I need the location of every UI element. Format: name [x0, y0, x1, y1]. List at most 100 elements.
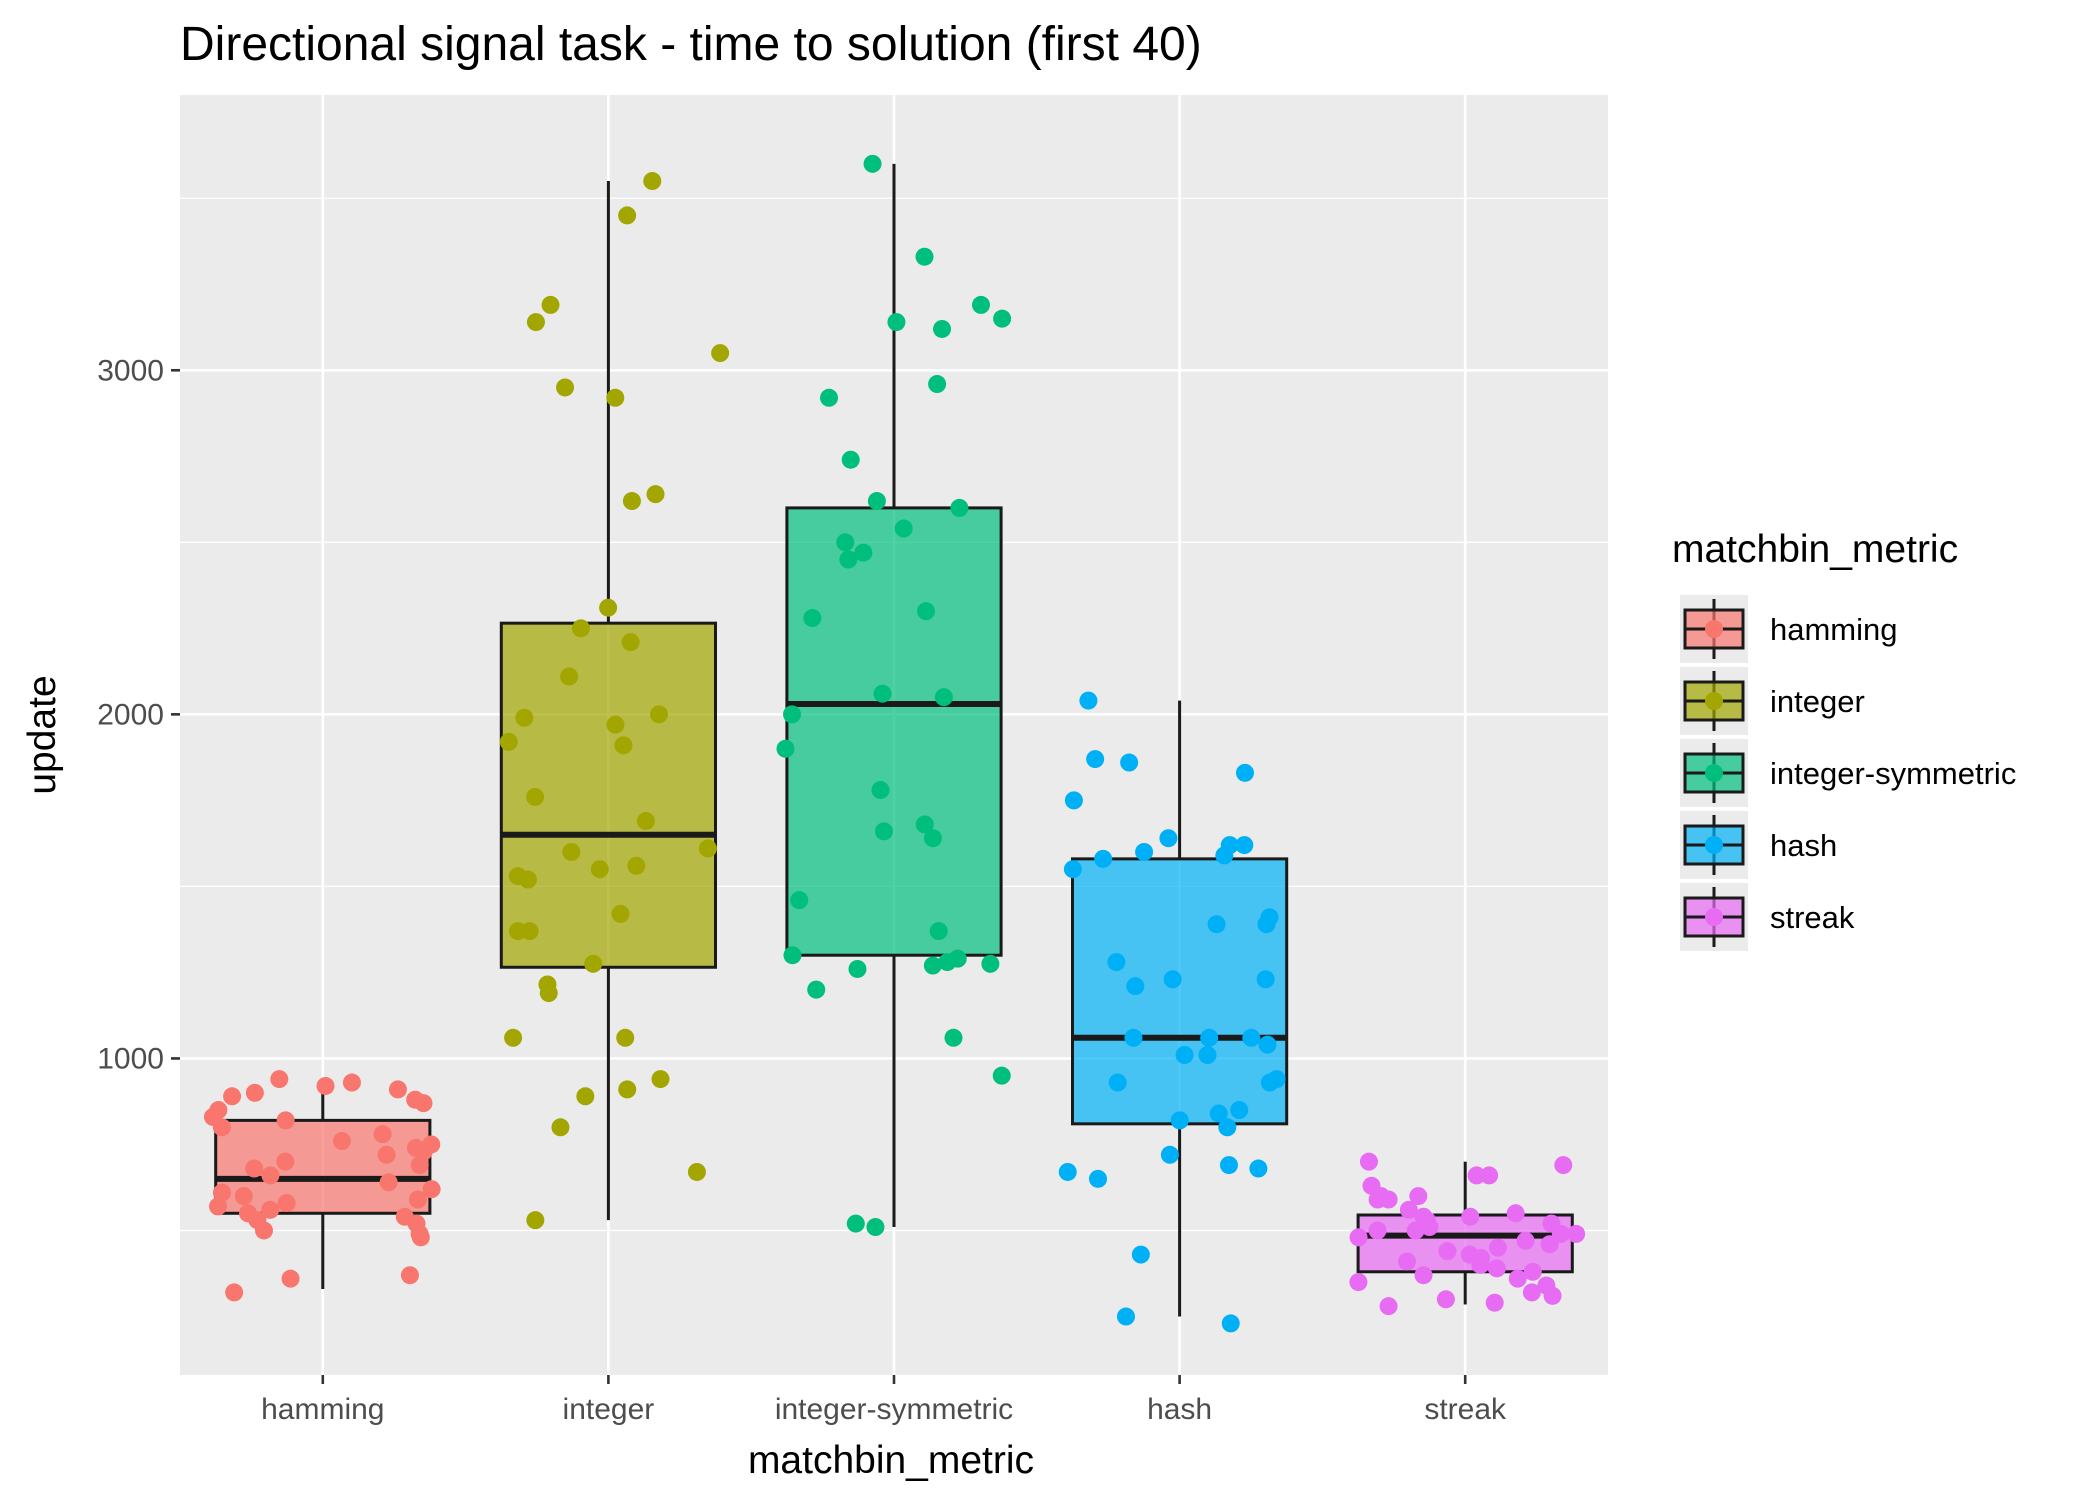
points-hamming	[203, 1070, 441, 1302]
data-point	[541, 295, 560, 314]
data-point	[1508, 1269, 1527, 1288]
x-tick-label: integer-symmetric	[775, 1393, 1013, 1426]
y-tick-label: 2000	[97, 698, 164, 731]
data-point	[1120, 753, 1139, 772]
data-point	[807, 980, 826, 999]
data-point	[1406, 1221, 1425, 1240]
data-point	[1126, 977, 1145, 996]
data-point	[1230, 1101, 1249, 1120]
data-point	[643, 172, 662, 191]
data-point	[254, 1221, 273, 1240]
data-point	[379, 1173, 398, 1192]
points-integer	[499, 172, 730, 1230]
data-point	[245, 1083, 264, 1102]
chart-title: Directional signal task - time to soluti…	[180, 18, 1202, 71]
data-point	[1124, 1028, 1143, 1047]
data-point	[1368, 1221, 1387, 1240]
data-point	[539, 984, 558, 1003]
data-point	[863, 154, 882, 173]
data-point	[820, 388, 839, 407]
data-point	[866, 1218, 885, 1237]
data-point	[342, 1073, 361, 1092]
data-point	[414, 1142, 433, 1161]
box-iqr	[1071, 857, 1289, 1126]
data-point	[1108, 1073, 1127, 1092]
data-point	[526, 313, 545, 332]
data-point	[1540, 1235, 1559, 1254]
data-point	[1198, 1046, 1217, 1064]
data-point	[1175, 1046, 1194, 1064]
data-point	[209, 1197, 228, 1216]
data-point	[846, 1214, 865, 1233]
data-point	[783, 705, 802, 724]
data-point	[992, 1066, 1011, 1085]
data-point	[854, 543, 873, 562]
data-point	[584, 954, 603, 973]
y-axis: 1000 2000 3000	[97, 354, 180, 1075]
data-point	[803, 609, 822, 628]
data-point	[1064, 791, 1083, 810]
legend-title: matchbin_metric	[1672, 528, 1958, 571]
box-iqr	[785, 506, 1003, 957]
data-point	[1257, 915, 1276, 934]
x-tick-label: streak	[1424, 1393, 1507, 1426]
data-point	[611, 904, 630, 923]
data-point	[606, 388, 625, 407]
data-point	[400, 1266, 419, 1285]
data-point	[1420, 1218, 1439, 1237]
data-point	[504, 1028, 523, 1047]
data-point	[1209, 1104, 1228, 1123]
data-point	[618, 206, 637, 225]
data-point	[526, 1211, 545, 1230]
data-point	[1506, 1204, 1525, 1223]
data-point	[518, 870, 537, 889]
data-point	[839, 550, 858, 569]
data-point	[377, 1145, 396, 1164]
data-point	[1160, 1145, 1179, 1164]
box-integer-symmetric	[785, 163, 1003, 1228]
data-point	[616, 1028, 635, 1047]
points-integer-symmetric	[776, 154, 1012, 1237]
data-point	[790, 891, 809, 910]
data-point	[1170, 1111, 1189, 1130]
data-point	[1461, 1207, 1480, 1226]
data-point	[276, 1111, 295, 1130]
data-point	[1215, 846, 1234, 865]
data-point	[560, 667, 579, 686]
legend-label: hamming	[1770, 612, 1898, 647]
data-point	[1256, 970, 1275, 989]
legend-item-hamming: hamming	[1680, 595, 1898, 663]
legend-item-integer: integer	[1680, 667, 1865, 735]
data-point	[373, 1125, 392, 1144]
data-point	[934, 688, 953, 707]
data-point	[1235, 836, 1254, 855]
plot-area	[180, 95, 1608, 1375]
data-point	[1438, 1242, 1457, 1261]
data-point	[646, 485, 665, 504]
data-point	[917, 602, 936, 621]
y-tick-label: 3000	[97, 354, 164, 387]
data-point	[950, 498, 969, 517]
data-point	[1399, 1200, 1418, 1219]
x-tick-label: hamming	[261, 1393, 384, 1426]
data-point	[212, 1183, 231, 1202]
box-iqr	[1356, 1213, 1574, 1274]
data-point	[1163, 970, 1182, 989]
x-tick-label: hash	[1147, 1393, 1212, 1426]
data-point	[276, 1152, 295, 1171]
data-point	[576, 1087, 595, 1106]
data-point	[1471, 1255, 1490, 1274]
data-point	[225, 1283, 244, 1302]
data-point	[277, 1193, 296, 1212]
data-point	[923, 956, 942, 975]
data-point	[627, 856, 646, 875]
box-hash	[1071, 700, 1289, 1317]
data-point	[636, 812, 655, 831]
data-point	[1543, 1286, 1562, 1305]
data-point	[873, 684, 892, 703]
data-point	[1349, 1228, 1368, 1247]
data-point	[520, 922, 539, 941]
data-point	[590, 860, 609, 879]
legend-key-point	[1705, 620, 1723, 638]
data-point	[618, 1080, 637, 1099]
